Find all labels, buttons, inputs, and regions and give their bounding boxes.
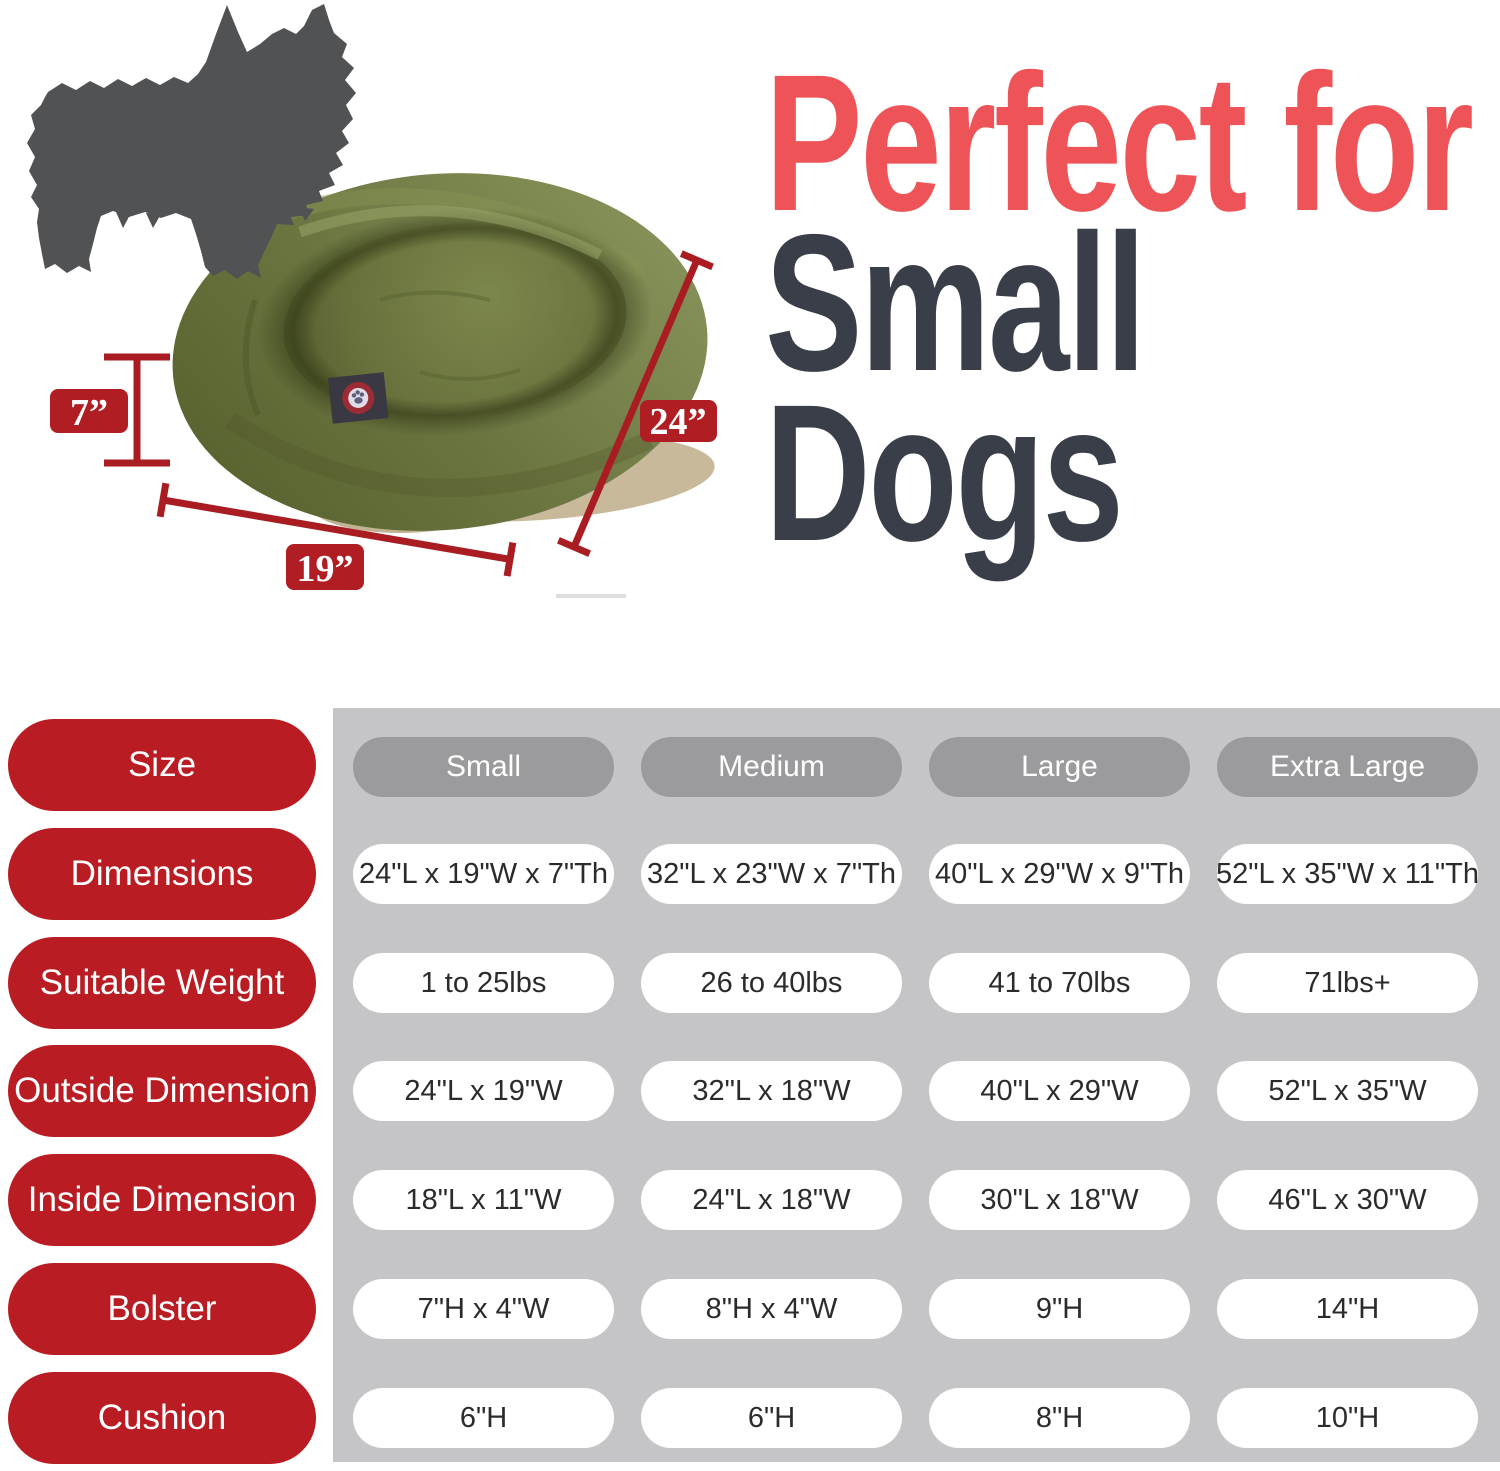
table-cell: 26 to 40lbs — [641, 953, 902, 1013]
table-cell: 8"H — [929, 1388, 1190, 1448]
paw-icon — [351, 390, 365, 404]
length-label: 24” — [650, 401, 707, 443]
dimension-labels: 7” 19” 24” — [50, 389, 717, 590]
table-cell: 8"H x 4"W — [641, 1279, 902, 1339]
table-cell: 24"L x 18"W — [641, 1170, 902, 1230]
height-label-box — [50, 389, 128, 433]
dog-bed-illustration — [172, 173, 715, 598]
height-dimension-line — [104, 353, 170, 467]
table-cell: 30"L x 18"W — [929, 1170, 1190, 1230]
table-cell: 7"H x 4"W — [353, 1279, 614, 1339]
table-cell: 52"L x 35"W — [1217, 1061, 1478, 1121]
width-label-box — [286, 544, 364, 590]
hero-section: 7” 19” 24” Perfect for Small Dogs — [0, 0, 1500, 705]
column-header-medium: Medium — [641, 737, 902, 797]
dog-silhouette — [27, 4, 356, 279]
row-label-size: Size — [8, 719, 316, 811]
bed-shadow-line — [556, 594, 626, 598]
table-cell: 14"H — [1217, 1279, 1478, 1339]
table-cell: 9"H — [929, 1279, 1190, 1339]
row-label-bolster: Bolster — [8, 1263, 316, 1355]
headline-perfect-for: Perfect for — [765, 34, 1474, 252]
row-label-outside-dimension: Outside Dimension — [8, 1045, 316, 1137]
row-label-cushion: Cushion — [8, 1372, 316, 1464]
table-cell: 41 to 70lbs — [929, 953, 1190, 1013]
table-cell: 1 to 25lbs — [353, 953, 614, 1013]
table-cell: 24"L x 19"W — [353, 1061, 614, 1121]
dimension-annotations — [104, 250, 714, 577]
table-cell: 24"L x 19"W x 7"Th — [353, 844, 614, 904]
headline-small: Small — [765, 194, 1146, 412]
product-illustration: 7” 19” 24” — [27, 4, 717, 598]
column-header-small: Small — [353, 737, 614, 797]
table-cell: 10"H — [1217, 1388, 1478, 1448]
row-label-suitable-weight: Suitable Weight — [8, 937, 316, 1029]
table-cell: 18"L x 11"W — [353, 1170, 614, 1230]
table-cell: 6"H — [641, 1388, 902, 1448]
table-cell: 32"L x 18"W — [641, 1061, 902, 1121]
table-cell: 40"L x 29"W x 9"Th — [929, 844, 1190, 904]
table-cell: 40"L x 29"W — [929, 1061, 1190, 1121]
row-label-inside-dimension: Inside Dimension — [8, 1154, 316, 1246]
height-label: 7” — [70, 392, 108, 434]
column-header-extra-large: Extra Large — [1217, 737, 1478, 797]
table-cell: 52"L x 35"W x 11"Th — [1216, 844, 1479, 904]
width-dimension-line — [156, 482, 517, 577]
length-dimension-line — [556, 250, 714, 557]
headline-dogs: Dogs — [765, 364, 1124, 582]
length-label-box — [640, 400, 717, 442]
width-label: 19” — [297, 548, 354, 590]
brand-tag — [328, 372, 389, 424]
column-header-large: Large — [929, 737, 1190, 797]
table-cell: 6"H — [353, 1388, 614, 1448]
table-cell: 71lbs+ — [1217, 953, 1478, 1013]
table-cell: 46"L x 30"W — [1217, 1170, 1478, 1230]
table-cell: 32"L x 23"W x 7"Th — [641, 844, 902, 904]
row-label-dimensions: Dimensions — [8, 828, 316, 920]
